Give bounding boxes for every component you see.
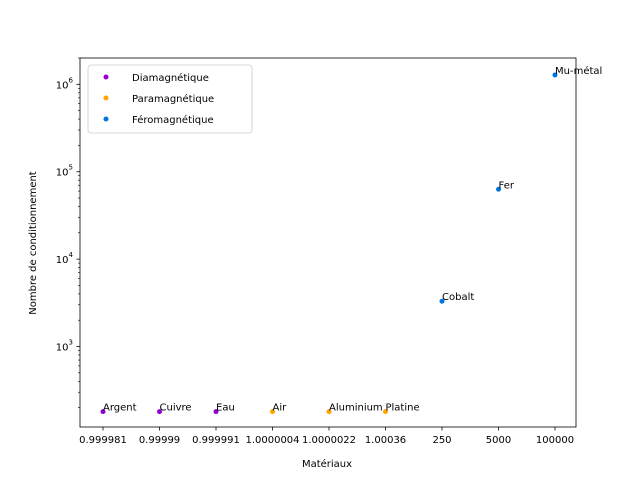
x-tick-label: 1.0000022 bbox=[302, 435, 356, 446]
plot-area: 0.999981 0.99999 0.999991 1.0000004 1.000002… bbox=[56, 57, 602, 446]
x-tick-label: 1.00036 bbox=[365, 435, 406, 446]
x-tick-label: 0.999981 bbox=[79, 435, 127, 446]
data-point bbox=[552, 72, 558, 78]
data-point bbox=[157, 409, 162, 415]
axes-frame bbox=[79, 57, 577, 428]
y-axis-label: Nombre de conditionnement bbox=[28, 171, 39, 315]
data-point bbox=[270, 409, 275, 415]
point-label: Platine bbox=[386, 403, 420, 414]
data-point bbox=[100, 409, 106, 415]
point-label: Fer bbox=[499, 180, 515, 191]
legend-box bbox=[87, 64, 253, 134]
legend-marker bbox=[103, 74, 109, 80]
point-label: Mu-métal bbox=[555, 65, 602, 77]
y-tick-label: 104 bbox=[56, 251, 74, 266]
data-point bbox=[326, 409, 332, 415]
x-tick-label: 5000 bbox=[486, 435, 511, 446]
legend-entry: Paramagnétique bbox=[132, 93, 214, 105]
legend: Diamagnétique Paramagnétique Féromagnétiqu… bbox=[87, 64, 253, 134]
point-label: Eau bbox=[216, 403, 235, 414]
y-tick-label: 106 bbox=[56, 76, 74, 91]
point-label: Aluminium bbox=[329, 403, 383, 414]
legend-marker bbox=[103, 116, 109, 122]
x-tick-label: 250 bbox=[432, 435, 451, 446]
y-tick-label: 103 bbox=[56, 339, 73, 354]
x-tick-label: 0.999991 bbox=[192, 435, 240, 446]
x-tick-label: 100000 bbox=[536, 435, 574, 446]
point-label: Cobalt bbox=[442, 292, 474, 303]
x-axis-label: Matériaux bbox=[302, 458, 352, 470]
data-point bbox=[213, 409, 219, 415]
point-label: Cuivre bbox=[160, 403, 192, 414]
data-point bbox=[383, 409, 388, 415]
point-label: Argent bbox=[103, 403, 137, 414]
x-tick-label: 0.99999 bbox=[139, 435, 180, 446]
legend-entry: Féromagnétique bbox=[132, 114, 214, 126]
data-point bbox=[496, 186, 501, 192]
legend-entry: Diamagnétique bbox=[132, 72, 209, 84]
x-tick-label: 1.0000004 bbox=[245, 435, 299, 446]
point-label: Air bbox=[273, 403, 288, 414]
data-point bbox=[439, 298, 445, 304]
y-tick-label: 105 bbox=[56, 164, 73, 179]
legend-marker bbox=[103, 95, 109, 101]
